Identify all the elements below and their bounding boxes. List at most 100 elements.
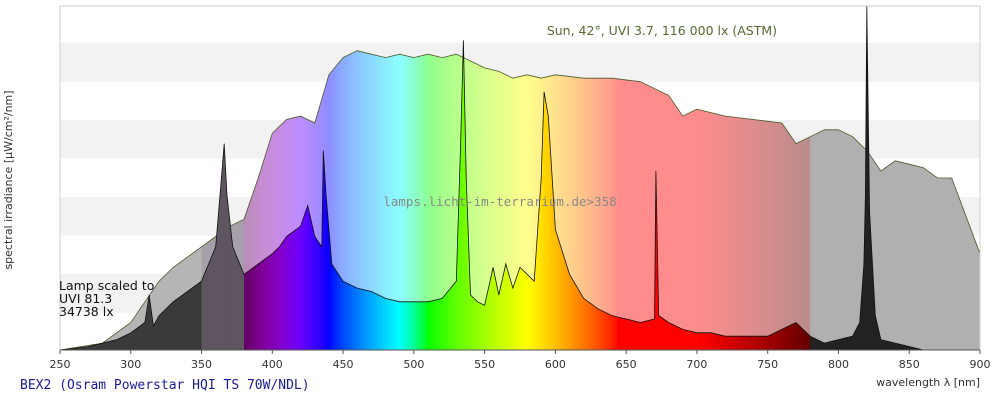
sun-color-strip — [733, 50, 738, 350]
sun-color-strip — [575, 50, 579, 350]
sun-color-strip — [620, 50, 624, 350]
lamp-color-strip — [221, 6, 225, 350]
x-tick-label: 500 — [403, 358, 424, 371]
sun-color-strip — [456, 50, 460, 350]
sun-color-strip — [626, 50, 630, 350]
sun-color-strip — [357, 50, 361, 350]
sun-color-strip — [348, 50, 353, 350]
sun-color-strip — [883, 50, 888, 350]
sun-color-strip — [260, 50, 265, 350]
sun-color-strip — [832, 50, 837, 350]
sun-color-strip — [880, 50, 885, 350]
sun-color-strip — [612, 50, 616, 350]
sun-color-strip — [699, 50, 704, 350]
sun-color-strip — [878, 50, 882, 350]
sun-color-strip — [657, 50, 661, 350]
sun-color-strip — [377, 50, 381, 350]
sun-color-strip — [481, 50, 486, 350]
sun-color-strip — [623, 50, 627, 350]
sun-color-strip — [852, 50, 857, 350]
sun-color-strip — [442, 50, 446, 350]
x-tick-label: 750 — [757, 358, 778, 371]
sun-color-strip — [309, 50, 313, 350]
sun-color-strip — [762, 50, 766, 350]
sun-color-strip — [360, 50, 364, 350]
sun-color-strip — [303, 50, 307, 350]
sun-color-strip — [951, 50, 956, 350]
sun-color-strip — [552, 50, 556, 350]
sun-color-strip — [940, 50, 944, 350]
sun-color-strip — [713, 50, 718, 350]
sun-color-strip — [648, 50, 653, 350]
sun-color-strip — [674, 50, 678, 350]
plot-frame — [59, 5, 981, 351]
lamp-annotation-line-1: Lamp scaled to — [59, 278, 154, 293]
sun-color-strip — [495, 50, 500, 350]
lamp-color-strip — [459, 6, 463, 350]
sun-color-strip — [844, 50, 848, 350]
sun-color-strip — [807, 50, 811, 350]
x-tick-label: 250 — [50, 358, 71, 371]
sun-color-strip — [490, 50, 494, 350]
sun-color-strip — [943, 50, 947, 350]
sun-color-strip — [753, 50, 757, 350]
sun-color-strip — [306, 50, 310, 350]
sun-color-strip — [283, 50, 288, 350]
sun-color-strip — [563, 50, 568, 350]
sun-color-strip — [957, 50, 961, 350]
sun-color-strip — [580, 50, 585, 350]
sun-color-strip — [286, 50, 290, 350]
sun-color-strip — [484, 50, 489, 350]
sun-color-strip — [428, 50, 432, 350]
sun-color-strip — [948, 50, 953, 350]
sun-color-strip — [504, 50, 508, 350]
sun-color-strip — [696, 50, 701, 350]
sun-color-strip — [277, 50, 282, 350]
grid-band — [60, 43, 980, 82]
sun-color-strip — [694, 50, 698, 350]
sun-color-strip — [645, 50, 650, 350]
sun-color-strip — [382, 50, 387, 350]
sun-color-strip — [334, 50, 339, 350]
sun-color-strip — [413, 50, 418, 350]
sun-color-strip — [634, 50, 639, 350]
sun-color-strip — [269, 50, 273, 350]
sun-color-strip — [821, 50, 825, 350]
sun-color-strip — [470, 50, 474, 350]
x-tick-label: 350 — [191, 358, 212, 371]
sun-color-strip — [275, 50, 279, 350]
sun-color-strip — [886, 50, 891, 350]
sun-color-strip — [946, 50, 950, 350]
sun-color-strip — [399, 50, 404, 350]
sun-color-strip — [416, 50, 421, 350]
sun-color-strip — [841, 50, 845, 350]
x-tick-label: 650 — [616, 358, 637, 371]
sun-color-strip — [776, 50, 780, 350]
sun-color-strip — [422, 50, 426, 350]
sun-color-strip — [923, 50, 927, 350]
sun-color-strip — [391, 50, 395, 350]
sun-color-strip — [909, 50, 913, 350]
sun-color-strip — [498, 50, 503, 350]
watermark: lamps.licht-im-terrarium.de>358 — [383, 194, 616, 209]
x-tick-label: 400 — [262, 358, 283, 371]
sun-color-strip — [829, 50, 834, 350]
lamp-color-strip — [866, 6, 871, 350]
x-tick-label: 850 — [899, 358, 920, 371]
sun-color-strip — [362, 50, 367, 350]
sun-color-strip — [759, 50, 763, 350]
sun-color-strip — [586, 50, 590, 350]
sun-color-strip — [263, 50, 268, 350]
lamp-annotation-line-3: 34738 lx — [59, 304, 114, 319]
sun-color-strip — [640, 50, 644, 350]
sun-color-strip — [450, 50, 455, 350]
sun-color-strip — [812, 50, 817, 350]
sun-color-strip — [711, 50, 715, 350]
sun-color-strip — [345, 50, 350, 350]
sun-color-strip — [425, 50, 429, 350]
sun-color-strip — [337, 50, 341, 350]
sun-color-strip — [515, 50, 520, 350]
sun-color-strip — [447, 50, 452, 350]
sun-color-strip — [665, 50, 670, 350]
lamp-spectrum-line — [59, 5, 980, 351]
